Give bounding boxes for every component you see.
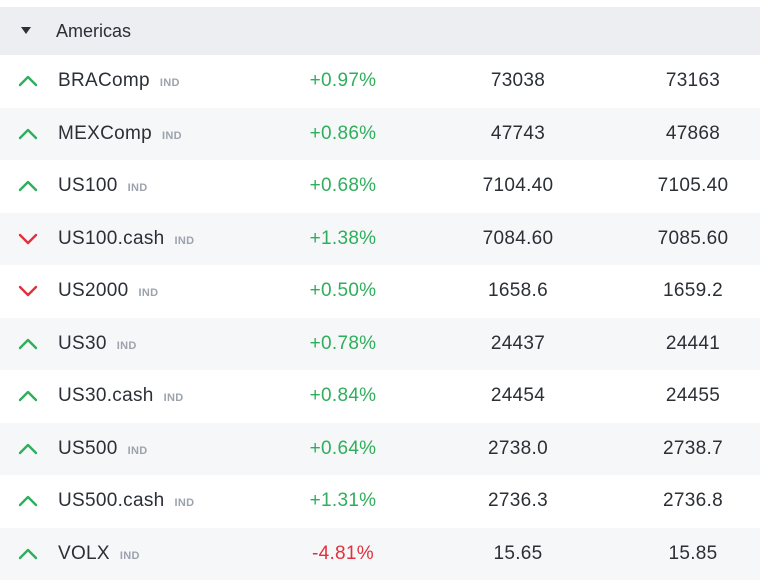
instrument-row[interactable]: US100 IND +0.68% 7104.40 7105.40 xyxy=(0,160,760,213)
group-header-americas[interactable]: Americas xyxy=(0,7,760,55)
instrument-row[interactable]: US30 IND +0.78% 24437 24441 xyxy=(0,318,760,371)
ask-price[interactable]: 73163 xyxy=(613,70,760,92)
arrow-down-icon xyxy=(18,232,38,246)
caret-down-icon[interactable] xyxy=(20,25,32,37)
arrow-up-icon xyxy=(18,547,38,561)
symbol-name[interactable]: US30.cash xyxy=(58,385,154,407)
instrument-row[interactable]: VOLX IND -4.81% 15.65 15.85 xyxy=(0,528,760,580)
change-percent: +0.86% xyxy=(263,123,423,145)
instrument-symbol[interactable]: MEXComp IND xyxy=(58,123,182,145)
instrument-symbol[interactable]: BRAComp IND xyxy=(58,70,180,92)
symbol-name[interactable]: US500.cash xyxy=(58,490,165,512)
change-percent: +0.64% xyxy=(263,438,423,460)
symbol-name[interactable]: US500 xyxy=(58,438,118,460)
ask-price[interactable]: 2738.7 xyxy=(613,438,760,460)
instrument-type-badge: IND xyxy=(128,445,148,457)
symbol-name[interactable]: VOLX xyxy=(58,543,110,565)
ask-price[interactable]: 15.85 xyxy=(613,543,760,565)
bid-price[interactable]: 15.65 xyxy=(438,543,598,565)
bid-price[interactable]: 73038 xyxy=(438,70,598,92)
symbol-name[interactable]: US100 xyxy=(58,175,118,197)
instrument-type-badge: IND xyxy=(138,287,158,299)
instrument-row[interactable]: US500 IND +0.64% 2738.0 2738.7 xyxy=(0,423,760,476)
change-percent: +0.84% xyxy=(263,385,423,407)
bid-price[interactable]: 7104.40 xyxy=(438,175,598,197)
bid-price[interactable]: 2736.3 xyxy=(438,490,598,512)
change-percent: +1.38% xyxy=(263,228,423,250)
symbol-name[interactable]: MEXComp xyxy=(58,123,152,145)
instrument-symbol[interactable]: US2000 IND xyxy=(58,280,158,302)
arrow-down-icon xyxy=(18,284,38,298)
instrument-symbol[interactable]: US30.cash IND xyxy=(58,385,184,407)
instrument-row[interactable]: US30.cash IND +0.84% 24454 24455 xyxy=(0,370,760,423)
instrument-row[interactable]: BRAComp IND +0.97% 73038 73163 xyxy=(0,55,760,108)
change-percent: -4.81% xyxy=(263,543,423,565)
instrument-type-badge: IND xyxy=(164,392,184,404)
instrument-symbol[interactable]: US100.cash IND xyxy=(58,228,194,250)
instrument-row[interactable]: US100.cash IND +1.38% 7084.60 7085.60 xyxy=(0,213,760,266)
change-percent: +0.68% xyxy=(263,175,423,197)
instrument-type-badge: IND xyxy=(175,235,195,247)
change-percent: +1.31% xyxy=(263,490,423,512)
instrument-type-badge: IND xyxy=(117,340,137,352)
instrument-row[interactable]: US500.cash IND +1.31% 2736.3 2736.8 xyxy=(0,475,760,528)
instrument-type-badge: IND xyxy=(120,550,140,562)
symbol-name[interactable]: BRAComp xyxy=(58,70,150,92)
instrument-symbol[interactable]: US100 IND xyxy=(58,175,147,197)
ask-price[interactable]: 24441 xyxy=(613,333,760,355)
bid-price[interactable]: 24437 xyxy=(438,333,598,355)
ask-price[interactable]: 2736.8 xyxy=(613,490,760,512)
symbol-name[interactable]: US30 xyxy=(58,333,107,355)
arrow-up-icon xyxy=(18,494,38,508)
ask-price[interactable]: 7085.60 xyxy=(613,228,760,250)
arrow-up-icon xyxy=(18,442,38,456)
ask-price[interactable]: 47868 xyxy=(613,123,760,145)
arrow-up-icon xyxy=(18,74,38,88)
instrument-symbol[interactable]: VOLX IND xyxy=(58,543,140,565)
change-percent: +0.78% xyxy=(263,333,423,355)
bid-price[interactable]: 7084.60 xyxy=(438,228,598,250)
instrument-symbol[interactable]: US30 IND xyxy=(58,333,137,355)
bid-price[interactable]: 24454 xyxy=(438,385,598,407)
change-percent: +0.50% xyxy=(263,280,423,302)
arrow-up-icon xyxy=(18,389,38,403)
group-title: Americas xyxy=(56,21,131,42)
change-percent: +0.97% xyxy=(263,70,423,92)
instrument-row[interactable]: MEXComp IND +0.86% 47743 47868 xyxy=(0,108,760,161)
instrument-symbol[interactable]: US500.cash IND xyxy=(58,490,194,512)
arrow-up-icon xyxy=(18,179,38,193)
ask-price[interactable]: 1659.2 xyxy=(613,280,760,302)
arrow-up-icon xyxy=(18,127,38,141)
instrument-type-badge: IND xyxy=(162,130,182,142)
ask-price[interactable]: 7105.40 xyxy=(613,175,760,197)
bid-price[interactable]: 47743 xyxy=(438,123,598,145)
arrow-up-icon xyxy=(18,337,38,351)
instrument-row[interactable]: US2000 IND +0.50% 1658.6 1659.2 xyxy=(0,265,760,318)
symbol-name[interactable]: US2000 xyxy=(58,280,128,302)
instrument-type-badge: IND xyxy=(175,497,195,509)
ask-price[interactable]: 24455 xyxy=(613,385,760,407)
bid-price[interactable]: 1658.6 xyxy=(438,280,598,302)
instrument-symbol[interactable]: US500 IND xyxy=(58,438,147,460)
symbol-name[interactable]: US100.cash xyxy=(58,228,165,250)
instrument-type-badge: IND xyxy=(128,182,148,194)
instrument-type-badge: IND xyxy=(160,77,180,89)
bid-price[interactable]: 2738.0 xyxy=(438,438,598,460)
instrument-list: BRAComp IND +0.97% 73038 73163 MEXComp IND +0.8… xyxy=(0,55,760,580)
